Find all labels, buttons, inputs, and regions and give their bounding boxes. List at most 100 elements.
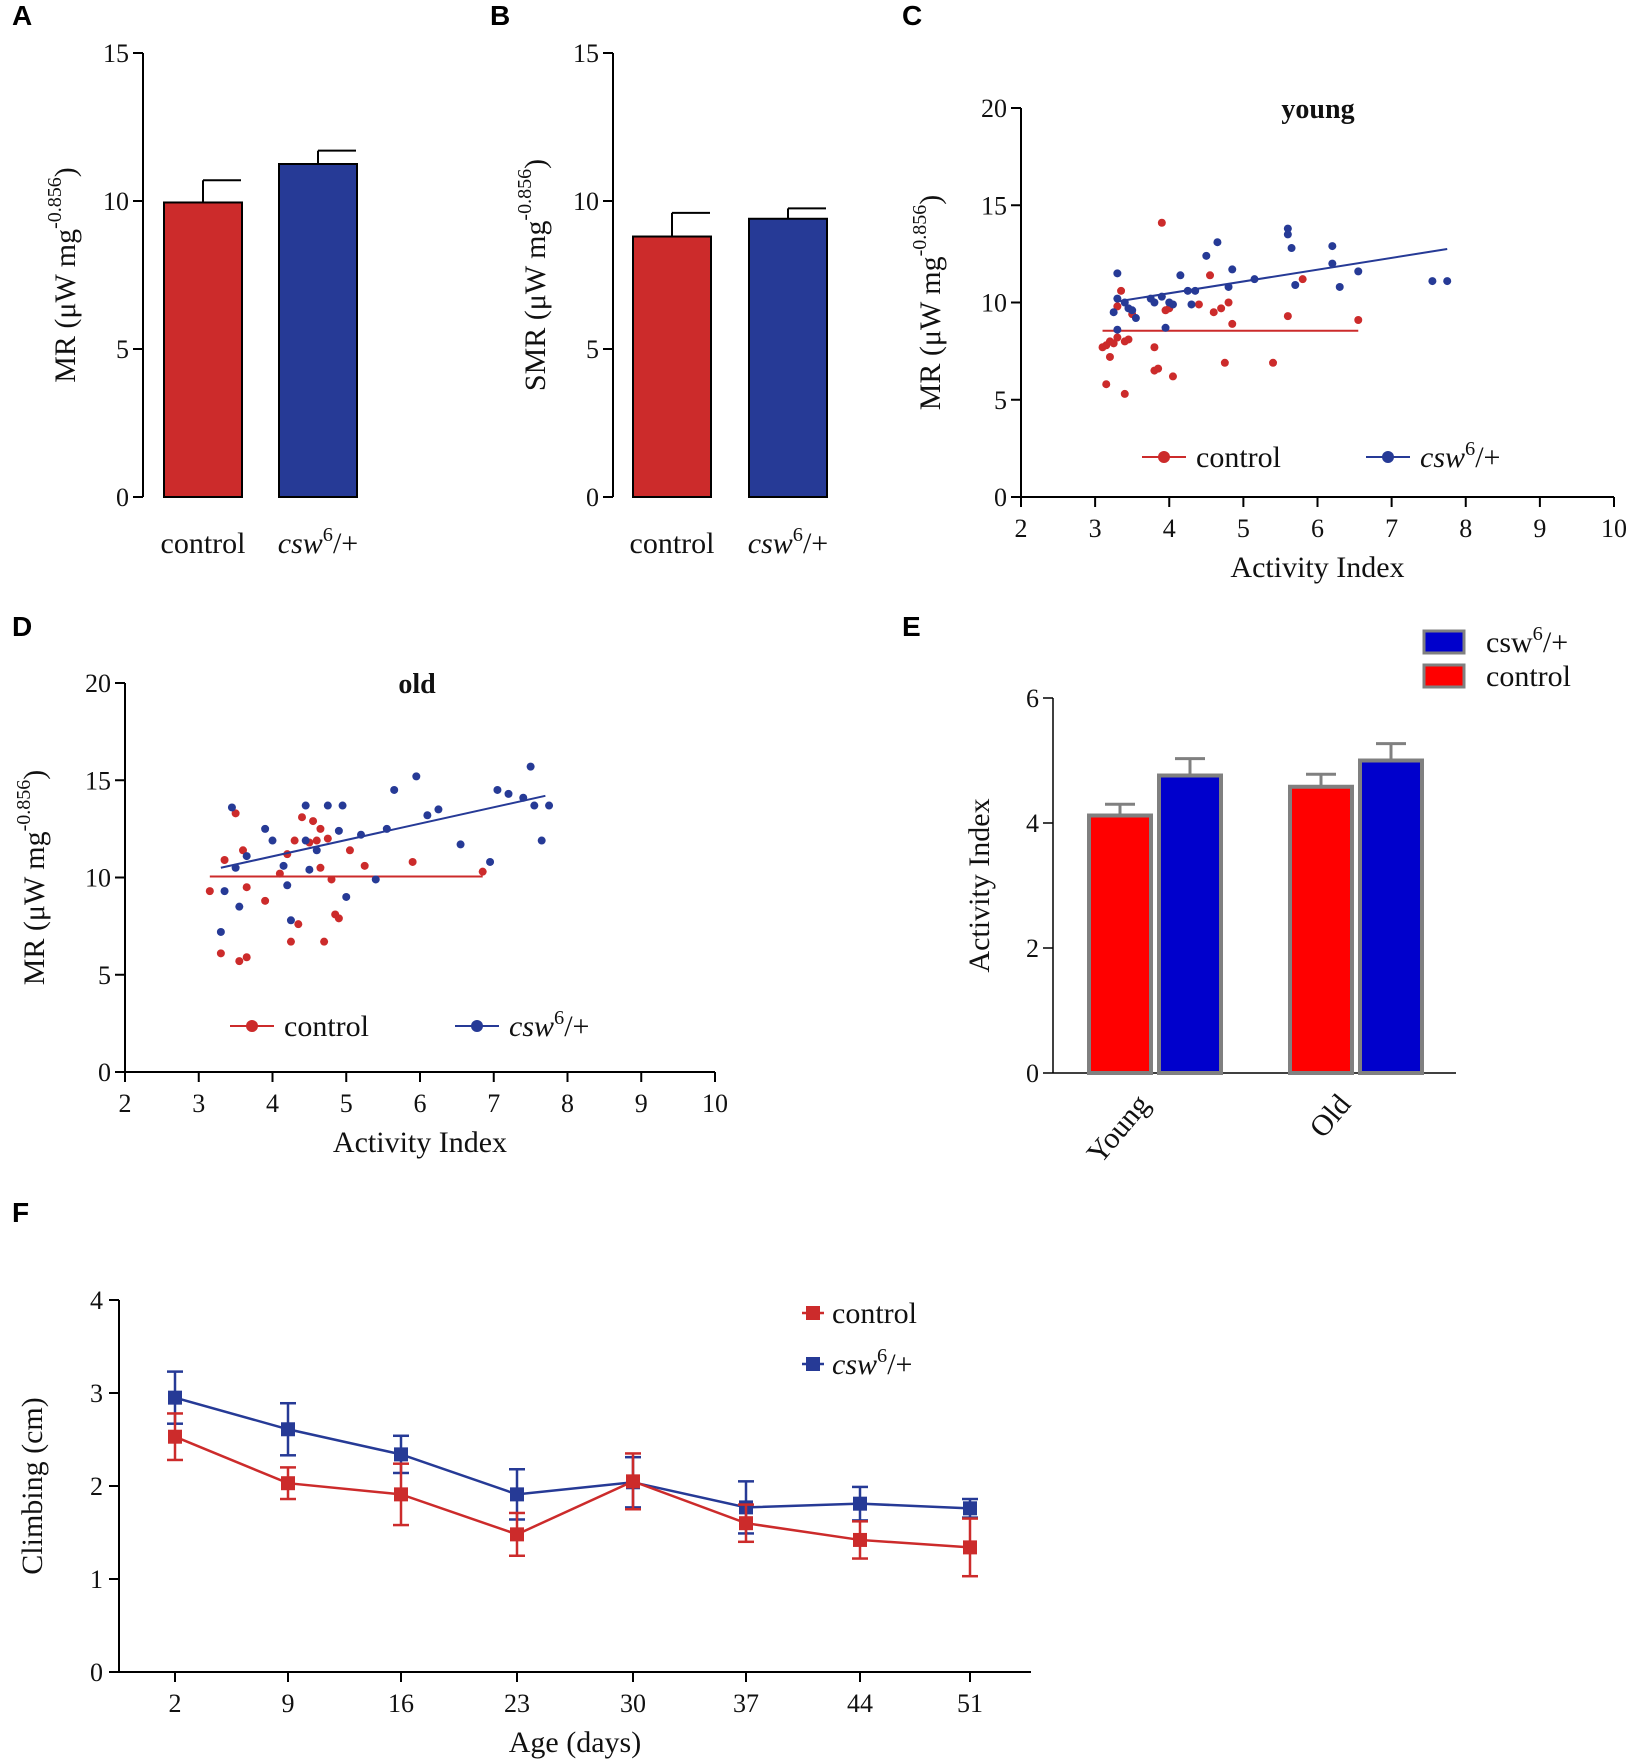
- point-csw: [283, 881, 292, 890]
- y-tick-label: 10: [573, 187, 599, 216]
- x-tick-label: 30: [620, 1689, 646, 1718]
- point-control: [235, 957, 244, 966]
- y-axis-label-main: MR (μW mg: [49, 229, 82, 383]
- x-tick-label: 23: [504, 1689, 530, 1718]
- y-axis-label-main: SMR (μW mg: [519, 221, 552, 392]
- legend-marker: [471, 1020, 483, 1032]
- point-csw: [286, 916, 295, 925]
- y-tick-label: 4: [1026, 809, 1039, 838]
- category-label-main: control: [161, 527, 246, 560]
- point-csw: [1213, 238, 1222, 247]
- legend-label-sup: 6: [877, 1345, 887, 1367]
- legend-swatch: [1422, 663, 1466, 689]
- x-tick-label: 2: [169, 1689, 182, 1718]
- y-tick-label: 4: [90, 1286, 103, 1315]
- legend-label: csw6/+: [1420, 438, 1500, 474]
- legend-label-sup: 6: [1533, 623, 1543, 645]
- point-csw: [493, 785, 502, 794]
- point-control: [320, 937, 329, 946]
- y-tick-label: 2: [1026, 934, 1039, 963]
- y-axis-label: MR (μW mg-0.856): [909, 195, 947, 411]
- point-control: [220, 855, 229, 864]
- y-tick-label: 0: [994, 483, 1007, 512]
- legend-label-main: control: [1486, 660, 1571, 693]
- legend-label: csw6/+: [509, 1007, 589, 1043]
- point-control: [242, 953, 251, 962]
- legend-label-main: control: [832, 1297, 917, 1330]
- legend-label-main: control: [1196, 441, 1281, 474]
- chart-a: 0 5 10 15 control csw6/+ MR (μW mg-0.856): [44, 39, 358, 560]
- y-tick-label: 5: [116, 335, 129, 364]
- x-tick-label: 5: [1237, 514, 1250, 543]
- y-axis-label-tail: ): [18, 770, 51, 780]
- x-tick-label: 3: [192, 1089, 205, 1118]
- panel-letter-f: F: [12, 1197, 29, 1228]
- y-axis-label-sup: -0.856: [44, 177, 66, 229]
- x-tick-label: 10: [702, 1089, 728, 1118]
- panel-letter-e: E: [902, 611, 921, 642]
- y-axis-label-sup: -0.856: [909, 205, 931, 257]
- point-control: [1224, 298, 1233, 307]
- panel-letter-b: B: [490, 0, 510, 31]
- y-axis-label: SMR (μW mg-0.856): [514, 159, 552, 391]
- x-tick-label: 16: [388, 1689, 414, 1718]
- legend-label-tail: /+: [1543, 626, 1568, 659]
- y-tick-label: 10: [85, 864, 111, 893]
- point-csw: [456, 840, 465, 849]
- y-axis-label-tail: ): [49, 167, 82, 177]
- y-tick-label: 5: [98, 961, 111, 990]
- bar-control: [1288, 784, 1354, 1075]
- y-tick-label: 10: [981, 289, 1007, 318]
- point-control: [1157, 218, 1166, 227]
- point-csw: [227, 803, 236, 812]
- legend-label-tail: /+: [887, 1348, 912, 1381]
- chart-title: young: [1281, 94, 1354, 125]
- point-csw: [1113, 325, 1122, 334]
- chart-b: 0 5 10 15 control csw6/+ SMR (μW mg-0.856): [514, 39, 828, 560]
- category-label: control: [630, 527, 715, 560]
- legend-marker: [1382, 451, 1394, 463]
- legend-label: control: [1196, 441, 1281, 474]
- point-control: [316, 824, 325, 833]
- point-control: [1209, 308, 1218, 317]
- point-csw: [412, 772, 421, 781]
- legend-label: csw6/+: [832, 1345, 912, 1381]
- x-tick-label: 4: [266, 1089, 279, 1118]
- marker-csw: [853, 1496, 867, 1511]
- point-csw: [334, 826, 343, 835]
- point-control: [261, 896, 270, 905]
- point-control: [1150, 343, 1159, 352]
- point-control: [1228, 319, 1237, 328]
- y-tick-label: 2: [90, 1472, 103, 1501]
- legend-label-main: csw: [1486, 626, 1533, 659]
- x-tick-label: 51: [957, 1689, 983, 1718]
- category-label: Young: [1081, 1088, 1157, 1169]
- bar-csw: [748, 217, 828, 498]
- x-tick-label: 6: [414, 1089, 427, 1118]
- legend-label-tail: /+: [1475, 441, 1500, 474]
- y-tick-label: 15: [85, 766, 111, 795]
- category-label: control: [161, 527, 246, 560]
- legend-marker: [246, 1020, 258, 1032]
- point-csw: [545, 801, 554, 810]
- point-control: [1217, 304, 1226, 313]
- y-tick-label: 0: [116, 483, 129, 512]
- point-control: [1269, 358, 1278, 367]
- y-axis-label-tail: ): [914, 195, 947, 205]
- marker-control: [281, 1476, 295, 1491]
- point-control: [1298, 275, 1307, 284]
- y-tick-label: 1: [90, 1565, 103, 1594]
- legend-label: control: [832, 1297, 917, 1330]
- point-csw: [1109, 308, 1118, 317]
- point-csw: [216, 927, 225, 936]
- category-label-sup: 6: [323, 524, 333, 546]
- point-csw: [1428, 277, 1437, 286]
- point-csw: [1113, 269, 1122, 278]
- series-line-control: [174, 1435, 971, 1549]
- legend-label: control: [1486, 660, 1571, 693]
- y-axis-label-tail: ): [519, 159, 552, 169]
- point-control: [1113, 333, 1122, 342]
- bar-control: [1087, 813, 1153, 1075]
- category-label-main: control: [630, 527, 715, 560]
